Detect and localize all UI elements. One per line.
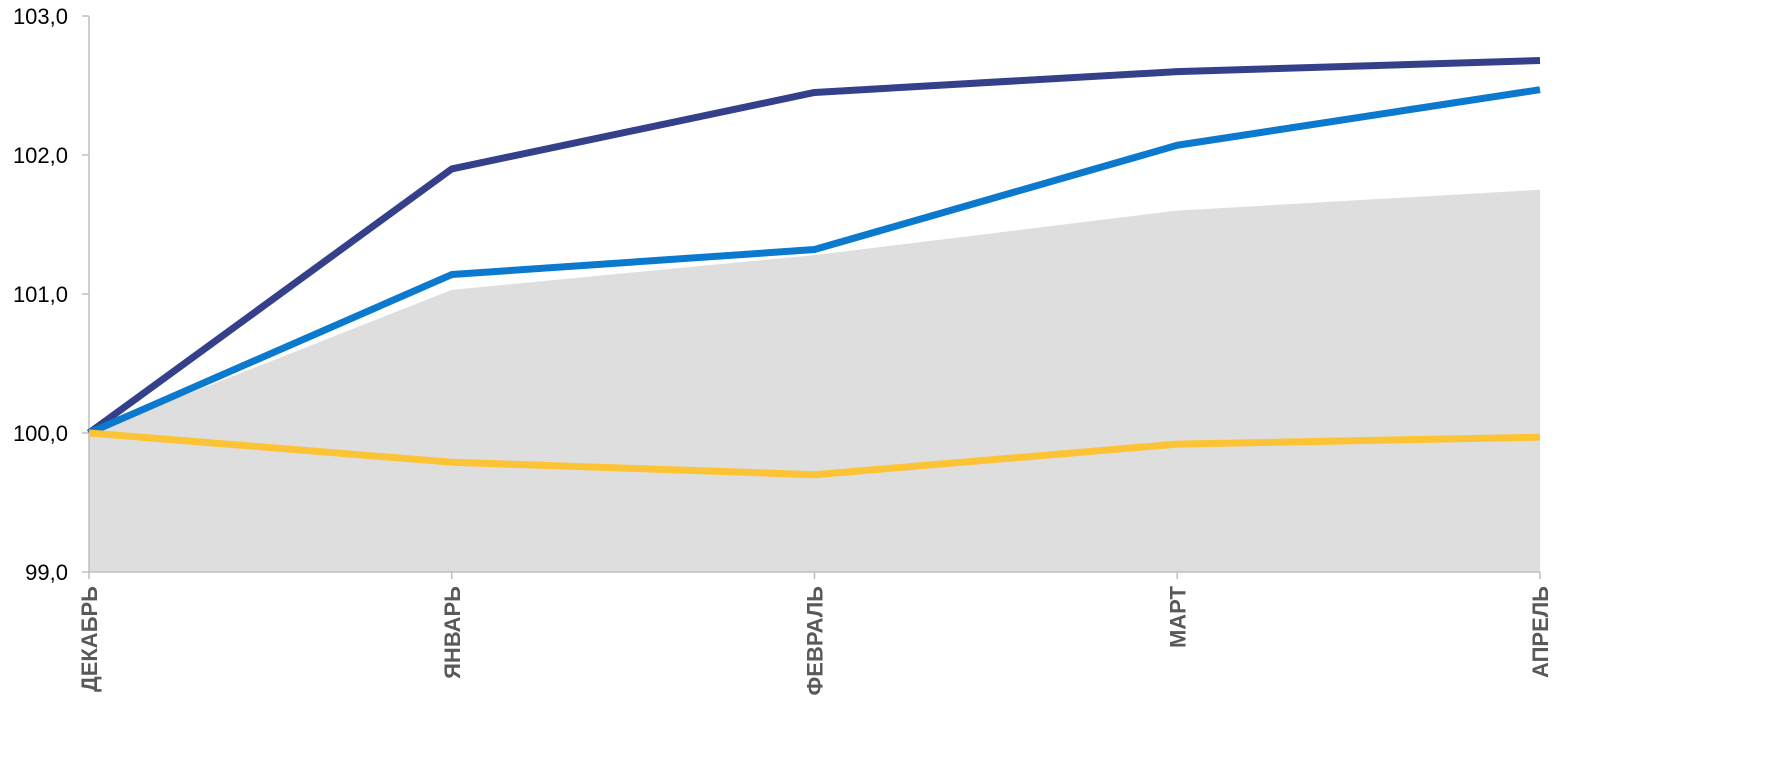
series-line-3 — [88, 429, 1541, 479]
series-line-2 — [87, 86, 1541, 437]
area-layer — [89, 189, 1540, 572]
y-tick-label: 103,0 — [13, 4, 68, 29]
x-tick-label: ЯНВАРЬ — [440, 586, 465, 679]
y-axis-tick-labels: 99,0 100,0 101,0 102,0 103,0 — [13, 4, 68, 585]
x-tick-label: ФЕВРАЛЬ — [803, 586, 828, 696]
series-layer — [86, 56, 1541, 479]
x-tick-label: АПРЕЛЬ — [1528, 586, 1553, 678]
x-tick-label: ДЕКАБРЬ — [77, 586, 102, 692]
y-tick-label: 101,0 — [13, 282, 68, 307]
series-line-1 — [86, 56, 1541, 436]
shaded-area — [89, 189, 1540, 572]
x-tick-label: МАРТ — [1165, 585, 1190, 648]
y-tick-label: 102,0 — [13, 143, 68, 168]
y-tick-label: 99,0 — [25, 560, 68, 585]
x-axis-tick-labels: ДЕКАБРЬ ЯНВАРЬ ФЕВРАЛЬ МАРТ АПРЕЛЬ — [77, 585, 1553, 695]
axes — [82, 15, 1541, 579]
y-tick-label: 100,0 — [13, 421, 68, 446]
